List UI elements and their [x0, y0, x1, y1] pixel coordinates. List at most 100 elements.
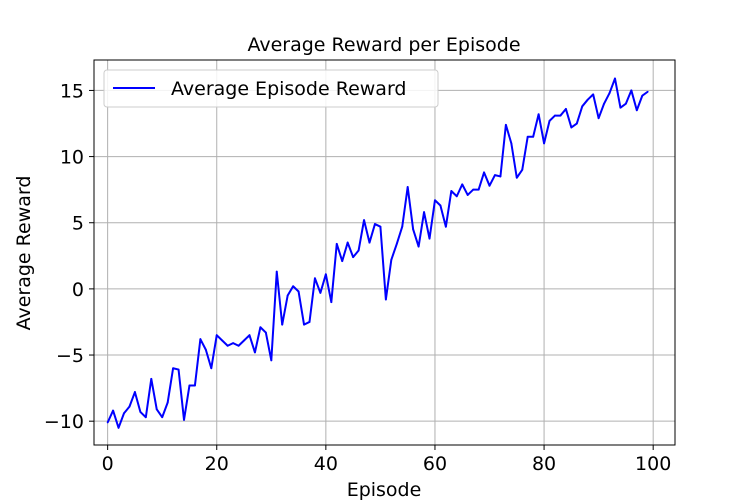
data-point [504, 123, 507, 126]
data-point [166, 401, 169, 404]
data-point [619, 106, 622, 109]
data-point [314, 277, 316, 280]
data-point [188, 384, 191, 387]
data-point [128, 405, 131, 408]
data-point [532, 135, 535, 138]
data-point [515, 176, 518, 179]
data-point [434, 199, 436, 202]
data-point [221, 339, 224, 342]
data-point [292, 285, 295, 288]
data-point [592, 93, 595, 96]
data-point [275, 270, 278, 273]
data-point [243, 339, 245, 342]
data-point [183, 418, 185, 421]
x-tick-label: 0 [102, 453, 114, 475]
data-point [570, 126, 573, 129]
data-point [406, 186, 409, 188]
data-point [210, 367, 213, 370]
data-point [625, 102, 627, 105]
data-point [134, 391, 136, 393]
data-point [248, 334, 251, 337]
data-point [308, 321, 311, 323]
data-point [472, 188, 475, 191]
data-point [215, 334, 218, 337]
data-point [324, 273, 327, 276]
data-point [303, 323, 305, 326]
data-point [259, 326, 262, 329]
data-point [319, 291, 322, 294]
data-point [199, 338, 202, 341]
data-point [559, 114, 562, 117]
data-point [499, 175, 502, 178]
data-point [455, 195, 458, 198]
chart-title: Average Reward per Episode [247, 34, 520, 56]
legend: Average Episode Reward [103, 69, 439, 108]
data-point [477, 188, 480, 191]
data-point [226, 344, 229, 347]
data-point [483, 171, 485, 174]
data-point [270, 359, 273, 362]
data-point [444, 225, 447, 228]
data-point [466, 194, 469, 196]
data-point [630, 89, 633, 92]
data-point [281, 323, 284, 326]
x-axis-label: Episode [347, 479, 422, 500]
data-point [297, 290, 300, 293]
data-point [172, 367, 175, 370]
data-point [401, 225, 404, 228]
data-point [603, 102, 605, 105]
data-point [412, 228, 415, 231]
data-point [264, 331, 267, 334]
x-tick-label: 40 [314, 453, 338, 475]
y-tick-label: 5 [72, 213, 84, 235]
data-point [139, 411, 142, 413]
data-point [608, 92, 611, 94]
legend-box [103, 69, 439, 108]
data-point [341, 260, 344, 262]
data-point [581, 105, 584, 108]
data-point [237, 344, 240, 347]
tick-layer: 0 20 40 60 80 100 −10 −5 0 5 10 15 [44, 80, 671, 475]
plot-area-frame [93, 59, 676, 446]
data-point [641, 94, 644, 97]
data-point [286, 294, 289, 297]
data-point [597, 117, 600, 120]
data-point [150, 377, 153, 380]
data-point [543, 142, 545, 145]
data-point [423, 211, 425, 214]
data-point [450, 190, 453, 192]
data-point [428, 237, 431, 240]
data-point [204, 348, 207, 351]
data-point [117, 426, 120, 429]
data-point [395, 243, 398, 245]
data-point [346, 241, 349, 244]
data-point [554, 114, 556, 117]
data-point [330, 301, 333, 304]
data-point [510, 142, 513, 145]
data-point [232, 342, 235, 345]
data-point [363, 219, 365, 221]
data-point [374, 223, 376, 225]
y-tick-label: 15 [60, 80, 84, 102]
data-point [635, 109, 638, 112]
data-point [335, 243, 338, 245]
data-point [384, 298, 387, 301]
x-tick-label: 60 [423, 453, 447, 475]
data-point [537, 113, 540, 116]
data-point [390, 258, 393, 261]
data-point [461, 183, 464, 186]
data-point [575, 122, 578, 125]
data-point [144, 416, 147, 419]
x-tick-label: 100 [635, 453, 671, 475]
data-point [161, 416, 164, 419]
data-point [417, 245, 420, 248]
data-point [494, 174, 496, 177]
data-point [526, 135, 529, 138]
x-tick-label: 80 [532, 453, 556, 475]
y-tick-label: 0 [72, 279, 84, 301]
data-point [106, 421, 109, 424]
y-tick-label: −5 [56, 345, 84, 367]
data-point [521, 168, 524, 171]
data-point [123, 412, 125, 415]
